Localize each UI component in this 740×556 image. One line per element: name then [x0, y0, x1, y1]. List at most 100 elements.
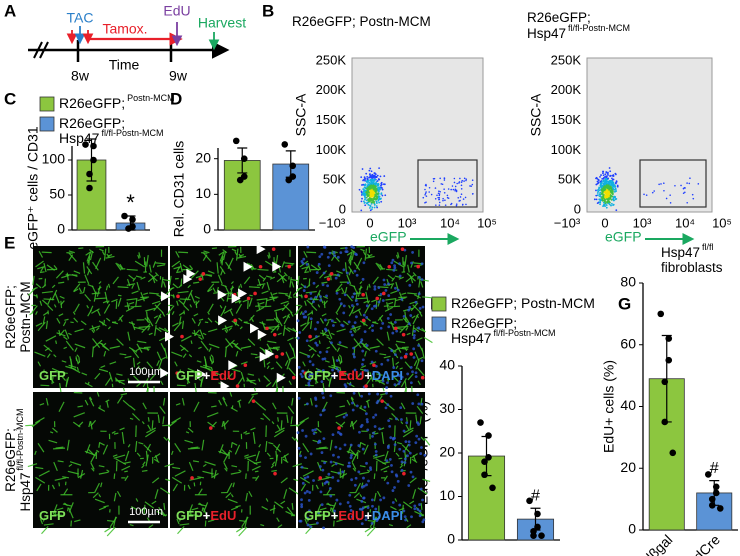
event-dot	[465, 178, 468, 181]
fiber	[263, 357, 266, 368]
nucleus	[296, 319, 300, 323]
fiber	[33, 294, 38, 298]
fiber	[160, 380, 164, 386]
legend-entry: R26eGFP;	[451, 315, 517, 331]
fiber	[348, 305, 351, 309]
nucleus	[387, 325, 391, 329]
nucleus	[352, 355, 356, 359]
nucleus	[337, 369, 341, 373]
nucleus	[342, 311, 346, 315]
nucleus	[366, 369, 369, 373]
fiber	[37, 266, 45, 270]
fiber	[69, 461, 82, 466]
fiber	[405, 274, 415, 283]
nucleus	[346, 373, 350, 377]
event-dot	[609, 170, 612, 173]
nucleus	[305, 402, 309, 406]
event-dot	[435, 204, 437, 206]
fiber	[304, 271, 309, 274]
fiber	[283, 313, 290, 325]
nucleus	[311, 428, 315, 432]
edu-nucleus	[416, 264, 421, 269]
edu-nucleus	[401, 332, 406, 337]
channel-part: +	[364, 368, 372, 383]
fiber	[299, 417, 310, 424]
event-dot	[367, 179, 370, 182]
nucleus	[414, 441, 418, 445]
nucleus	[321, 409, 325, 412]
event-dot	[370, 199, 373, 202]
fiber	[175, 403, 181, 406]
fiber	[113, 492, 117, 502]
arrowhead	[228, 360, 238, 371]
fiber	[346, 274, 352, 285]
fiber	[233, 342, 243, 352]
fiber	[306, 299, 312, 305]
fiber	[65, 340, 74, 351]
nucleus	[392, 268, 396, 272]
nucleus	[307, 375, 311, 379]
event-dot	[361, 192, 364, 195]
event-dot	[372, 194, 375, 196]
event-dot	[610, 198, 613, 201]
fiber	[53, 265, 58, 270]
fiber	[266, 452, 271, 457]
nucleus	[394, 473, 398, 477]
fiber	[58, 482, 61, 487]
nucleus	[386, 481, 390, 485]
fiber	[400, 402, 406, 410]
fiber	[365, 291, 369, 304]
fiber	[383, 470, 388, 473]
channel-part: +	[203, 368, 211, 383]
event-dot	[606, 184, 609, 187]
y-tick-label: 200K	[551, 82, 582, 97]
fiber	[317, 477, 330, 481]
fiber	[222, 397, 228, 407]
fiber	[121, 465, 131, 471]
fiber	[319, 332, 330, 337]
fiber	[107, 326, 111, 330]
arrowhead	[160, 291, 170, 302]
fiber	[55, 340, 58, 345]
event-dot	[602, 184, 605, 186]
event-dot	[453, 181, 456, 184]
event-dot	[605, 206, 608, 209]
edu-nucleus	[265, 326, 269, 331]
event-dot	[605, 182, 608, 184]
fiber	[211, 405, 217, 408]
fiber	[225, 261, 232, 271]
nucleus	[311, 363, 315, 367]
nucleus	[362, 313, 366, 317]
event-dot	[372, 197, 374, 200]
fiber	[94, 297, 107, 300]
event-dot	[605, 204, 608, 207]
fiber	[407, 292, 418, 295]
nucleus	[417, 344, 420, 347]
fiber	[68, 507, 74, 519]
nucleus	[407, 443, 411, 447]
y-tick-label: 50K	[558, 172, 581, 187]
nucleus	[390, 463, 393, 467]
nucleus	[323, 357, 327, 361]
nucleus	[320, 503, 324, 506]
fiber	[178, 311, 185, 316]
fiber	[145, 429, 156, 438]
nucleus	[350, 453, 353, 457]
fiber	[377, 314, 384, 321]
legend-swatch	[39, 116, 55, 132]
nucleus	[352, 246, 356, 249]
nucleus	[338, 447, 342, 451]
event-dot	[600, 190, 603, 192]
edu-nucleus	[372, 363, 376, 368]
fiber	[389, 305, 401, 308]
nucleus	[361, 447, 365, 451]
event-dot	[374, 183, 377, 186]
nucleus	[346, 281, 350, 285]
fiber	[124, 355, 132, 359]
fiber	[176, 271, 181, 274]
fiber	[357, 391, 361, 397]
fiber	[73, 317, 79, 323]
edu-nucleus	[403, 354, 408, 359]
edu-nucleus	[180, 334, 184, 339]
fiber	[228, 449, 233, 453]
